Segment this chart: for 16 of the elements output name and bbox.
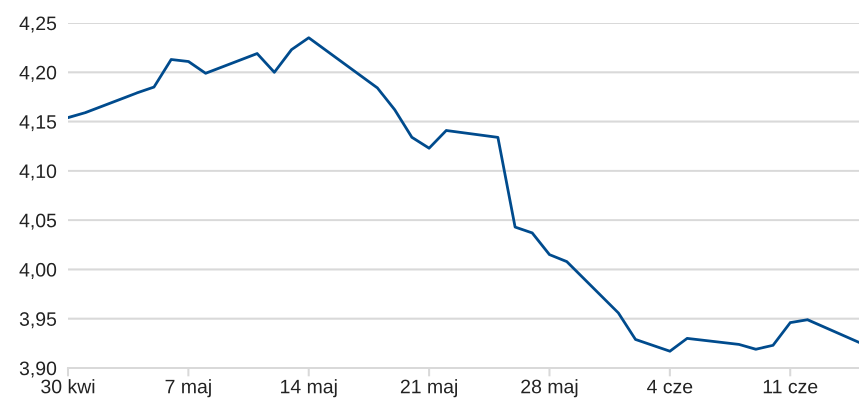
y-tick-label: 4,25 <box>19 16 56 33</box>
y-tick-label: 4,10 <box>19 164 56 180</box>
y-tick-label: 4,05 <box>19 214 56 230</box>
x-tick-label: 21 maj <box>400 379 457 398</box>
x-tick-label: 7 maj <box>166 379 211 398</box>
y-tick-label: 4,20 <box>19 66 56 82</box>
x-tick-label: 14 maj <box>281 379 337 398</box>
x-tick-label: 11 cze <box>764 380 818 394</box>
x-tick-label: 30 kwi <box>41 379 94 394</box>
x-tick-label: 4 cze <box>647 380 692 394</box>
line-series <box>68 36 859 353</box>
y-tick-label: 4,00 <box>19 262 56 279</box>
y-tick-label: 3,95 <box>20 312 56 328</box>
y-tick-label: 3,90 <box>20 361 56 378</box>
x-tick-label: 28 maj <box>521 379 578 398</box>
y-tick-label: 4,15 <box>19 115 56 132</box>
